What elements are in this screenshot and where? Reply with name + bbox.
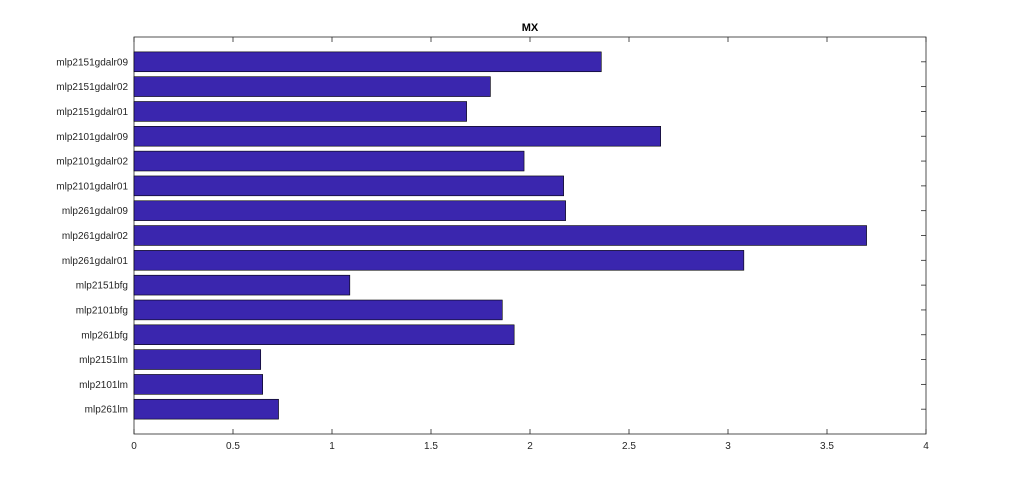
x-tick-label: 2.5 [622, 441, 636, 452]
bar-mlp2151lm [133, 349, 262, 370]
y-tick-label: mlp261lm [85, 405, 128, 416]
bar-mlp261lm [133, 398, 279, 420]
y-tick-label: mlp261bfg [81, 330, 128, 341]
bar-mlp261gdalr01 [133, 250, 745, 271]
bar-mlp2101lm [133, 374, 263, 395]
y-tick-label: mlp2151lm [79, 355, 128, 366]
bar-mlp2101gdalr02 [133, 150, 525, 172]
bar-mlp2101gdalr09 [133, 126, 661, 147]
x-tick-label: 3 [725, 441, 731, 452]
y-tick-label: mlp2101gdalr02 [56, 157, 128, 168]
y-tick-label: mlp2101lm [79, 380, 128, 391]
y-tick-label: mlp261gdalr09 [62, 206, 129, 217]
bar-mlp2151gdalr02 [133, 76, 491, 97]
x-tick-label: 1 [329, 441, 335, 452]
y-tick-label: mlp2151gdalr09 [56, 57, 128, 68]
bar-mlp261bfg [133, 324, 515, 345]
x-tick-label: 0 [131, 441, 137, 452]
bar-mlp2151gdalr09 [133, 51, 602, 73]
x-tick-labels: 0 0.5 1 1.5 2 2.5 3 3.5 4 [131, 441, 929, 452]
bar-mlp2101gdalr01 [133, 175, 564, 197]
y-tick-label: mlp2151gdalr02 [56, 82, 128, 93]
y-tick-label: mlp2101gdalr01 [56, 181, 128, 192]
bar-mlp2101bfg [133, 299, 503, 321]
chart-title: MX [522, 22, 539, 34]
x-tick-label: 4 [923, 441, 929, 452]
y-tick-label: mlp2101gdalr09 [56, 132, 128, 143]
y-tick-label: mlp261gdalr01 [62, 256, 129, 267]
x-tick-label: 1.5 [424, 441, 438, 452]
y-tick-label: mlp2101bfg [76, 305, 128, 316]
y-tick-label: mlp2151gdalr01 [56, 107, 128, 118]
y-tick-label: mlp2151bfg [76, 281, 128, 292]
x-tick-label: 2 [527, 441, 533, 452]
x-tick-label: 3.5 [820, 441, 834, 452]
bar-series [133, 51, 867, 420]
bar-mlp261gdalr09 [133, 200, 566, 221]
bar-mlp2151bfg [133, 274, 351, 296]
x-tick-label: 0.5 [226, 441, 240, 452]
bar-mlp2151gdalr01 [133, 101, 467, 122]
bar-mlp261gdalr02 [133, 225, 867, 246]
y-tick-labels: mlp2151gdalr09 mlp2151gdalr02 mlp2151gdalr… [56, 57, 128, 415]
y-tick-label: mlp261gdalr02 [62, 231, 129, 242]
